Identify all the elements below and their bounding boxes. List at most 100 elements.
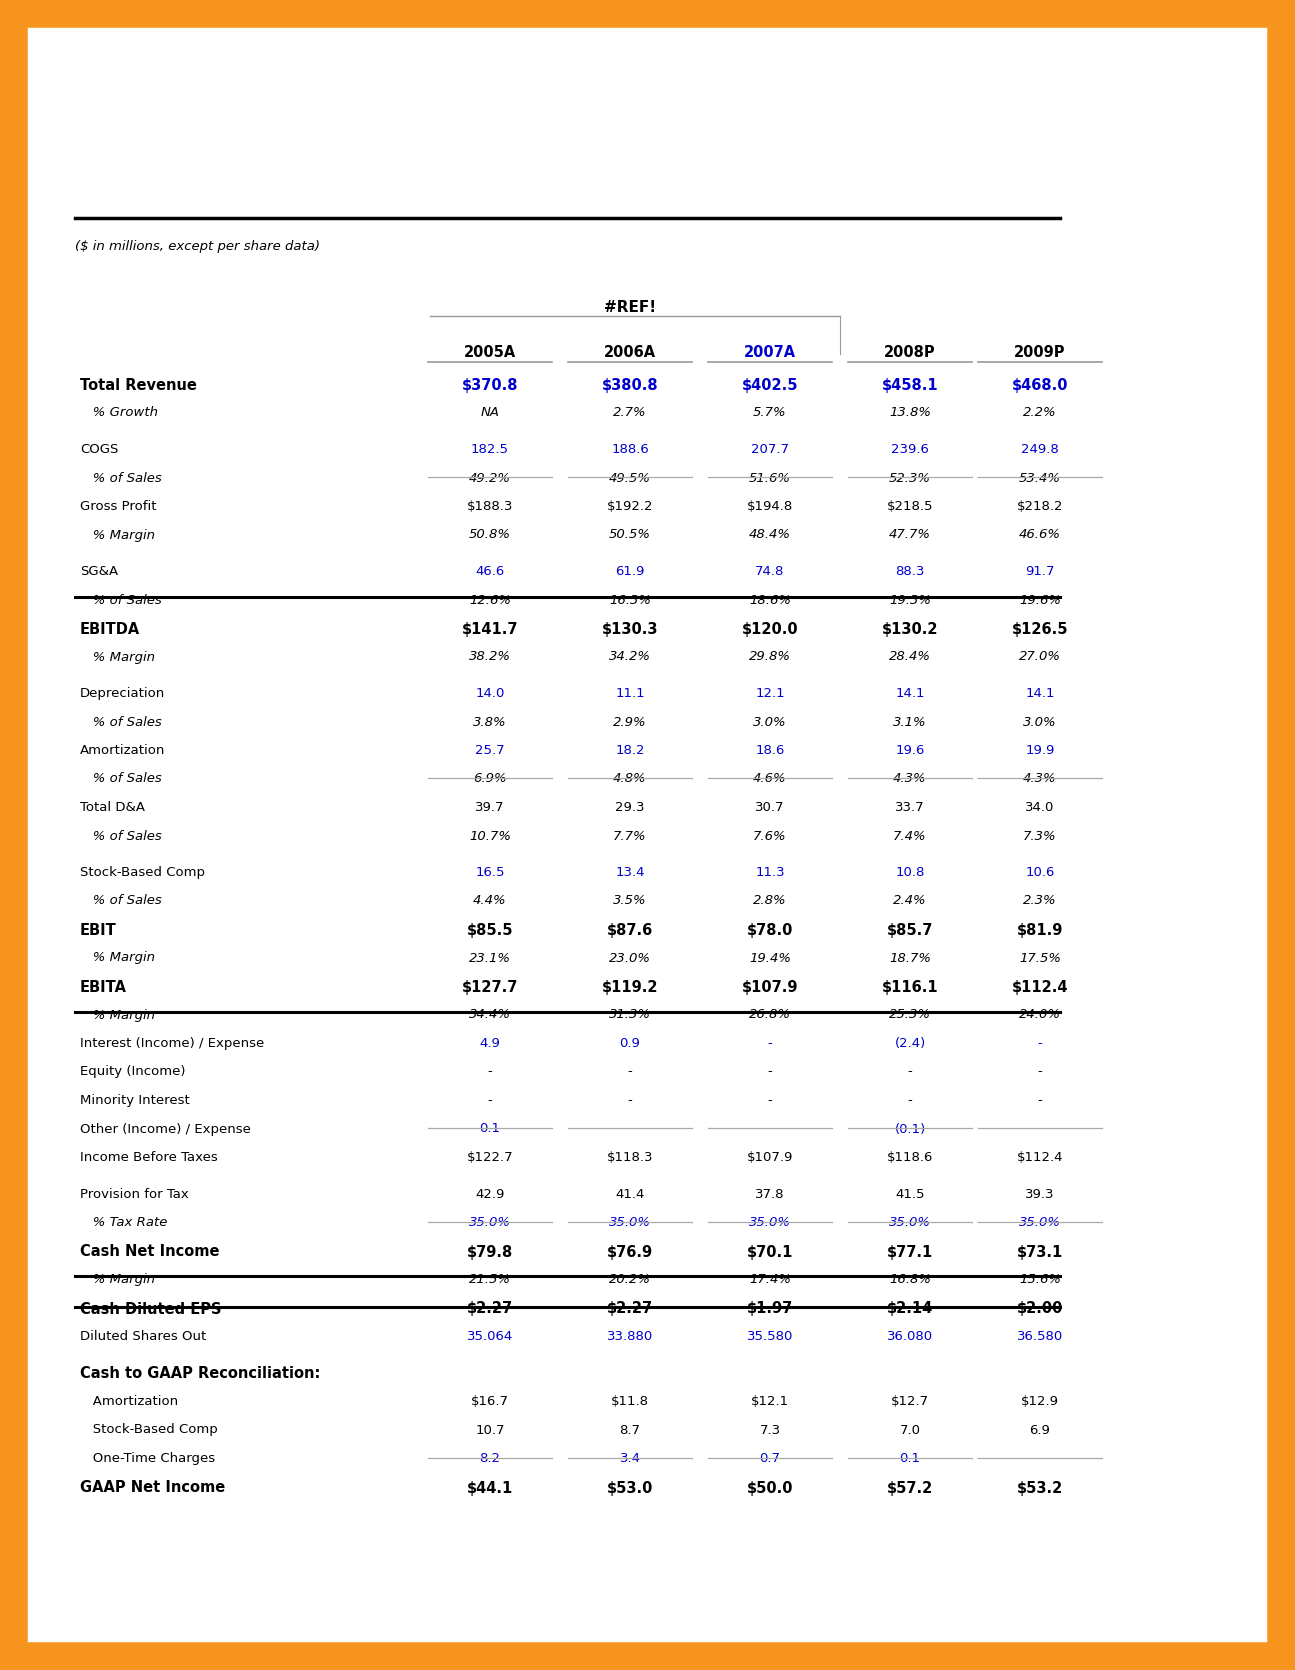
- Text: 25.7: 25.7: [475, 745, 505, 757]
- Text: % of Sales: % of Sales: [80, 830, 162, 842]
- Text: 35.0%: 35.0%: [749, 1216, 791, 1229]
- Text: % Margin: % Margin: [80, 1009, 155, 1022]
- Text: 20.2%: 20.2%: [609, 1273, 651, 1286]
- Text: 3.0%: 3.0%: [754, 715, 787, 728]
- Text: $218.2: $218.2: [1017, 499, 1063, 513]
- Text: 0.1: 0.1: [900, 1451, 921, 1465]
- Text: 182.5: 182.5: [471, 443, 509, 456]
- Text: Amortization: Amortization: [80, 745, 166, 757]
- Text: 35.580: 35.580: [747, 1329, 793, 1343]
- Text: 50.5%: 50.5%: [609, 528, 651, 541]
- Text: 74.8: 74.8: [755, 564, 785, 578]
- Text: 50.8%: 50.8%: [469, 528, 512, 541]
- Text: -: -: [768, 1122, 772, 1136]
- Text: (0.1): (0.1): [895, 1122, 926, 1136]
- Text: 7.3%: 7.3%: [1023, 830, 1057, 842]
- Text: 29.3: 29.3: [615, 802, 645, 813]
- Text: $85.7: $85.7: [887, 924, 934, 939]
- Text: 15.6%: 15.6%: [1019, 1273, 1061, 1286]
- Text: -: -: [1037, 1122, 1042, 1136]
- Text: 33.880: 33.880: [607, 1329, 653, 1343]
- Text: 35.064: 35.064: [467, 1329, 513, 1343]
- Text: GAAP Net Income: GAAP Net Income: [80, 1481, 225, 1496]
- Text: 10.8: 10.8: [895, 867, 925, 878]
- Text: $402.5: $402.5: [742, 377, 798, 392]
- Text: 35.0%: 35.0%: [469, 1216, 512, 1229]
- Text: $188.3: $188.3: [466, 499, 513, 513]
- Text: 24.0%: 24.0%: [1019, 1009, 1061, 1022]
- Text: 4.3%: 4.3%: [1023, 773, 1057, 785]
- Text: 34.2%: 34.2%: [609, 651, 651, 663]
- Text: 7.4%: 7.4%: [894, 830, 927, 842]
- Text: 2007A: 2007A: [743, 346, 796, 361]
- Text: Stock-Based Comp: Stock-Based Comp: [80, 867, 205, 878]
- Text: 8.7: 8.7: [619, 1423, 641, 1436]
- Text: $118.3: $118.3: [607, 1151, 653, 1164]
- Text: Equity (Income): Equity (Income): [80, 1065, 185, 1079]
- Text: 10.6: 10.6: [1026, 867, 1054, 878]
- Text: $16.7: $16.7: [471, 1394, 509, 1408]
- Text: NA: NA: [480, 406, 500, 419]
- Text: 46.6: 46.6: [475, 564, 505, 578]
- Text: 0.1: 0.1: [479, 1122, 500, 1136]
- Text: 17.5%: 17.5%: [1019, 952, 1061, 965]
- Text: SG&A: SG&A: [80, 564, 118, 578]
- Text: Cash Net Income: Cash Net Income: [80, 1244, 219, 1259]
- Text: % Margin: % Margin: [80, 528, 155, 541]
- Text: $2.27: $2.27: [467, 1301, 513, 1316]
- Text: 53.4%: 53.4%: [1019, 471, 1061, 484]
- Text: 14.1: 14.1: [1026, 686, 1054, 700]
- Text: 4.8%: 4.8%: [614, 773, 646, 785]
- Text: 2.3%: 2.3%: [1023, 895, 1057, 907]
- Text: 41.4: 41.4: [615, 1187, 645, 1201]
- Text: 25.3%: 25.3%: [888, 1009, 931, 1022]
- Text: $76.9: $76.9: [607, 1244, 653, 1259]
- Text: -: -: [768, 1094, 772, 1107]
- Text: 46.6%: 46.6%: [1019, 528, 1061, 541]
- Text: 249.8: 249.8: [1022, 443, 1059, 456]
- Text: $107.9: $107.9: [747, 1151, 793, 1164]
- Text: 61.9: 61.9: [615, 564, 645, 578]
- Text: % Growth: % Growth: [80, 406, 158, 419]
- Text: 17.4%: 17.4%: [749, 1273, 791, 1286]
- Text: -: -: [488, 1065, 492, 1079]
- Text: 11.1: 11.1: [615, 686, 645, 700]
- Text: 30.7: 30.7: [755, 802, 785, 813]
- Text: 23.0%: 23.0%: [609, 952, 651, 965]
- Text: -: -: [1037, 1451, 1042, 1465]
- Text: $194.8: $194.8: [747, 499, 793, 513]
- Text: 188.6: 188.6: [611, 443, 649, 456]
- Text: 29.8%: 29.8%: [749, 651, 791, 663]
- Text: % of Sales: % of Sales: [80, 471, 162, 484]
- Text: ($ in millions, except per share data): ($ in millions, except per share data): [75, 240, 320, 252]
- Text: 16.3%: 16.3%: [609, 593, 651, 606]
- Text: $126.5: $126.5: [1011, 621, 1068, 636]
- Text: 49.5%: 49.5%: [609, 471, 651, 484]
- Text: 28.4%: 28.4%: [888, 651, 931, 663]
- Text: $1.97: $1.97: [747, 1301, 793, 1316]
- Text: Depreciation: Depreciation: [80, 686, 166, 700]
- Text: $11.8: $11.8: [611, 1394, 649, 1408]
- Text: One-Time Charges: One-Time Charges: [80, 1451, 215, 1465]
- Text: 2009P: 2009P: [1014, 346, 1066, 361]
- Text: 11.3: 11.3: [755, 867, 785, 878]
- Text: 34.4%: 34.4%: [469, 1009, 512, 1022]
- Text: 27.0%: 27.0%: [1019, 651, 1061, 663]
- Text: 23.1%: 23.1%: [469, 952, 512, 965]
- Text: $112.4: $112.4: [1011, 980, 1068, 995]
- Text: $141.7: $141.7: [462, 621, 518, 636]
- Text: 4.6%: 4.6%: [754, 773, 787, 785]
- Text: $73.1: $73.1: [1017, 1244, 1063, 1259]
- Text: 13.4: 13.4: [615, 867, 645, 878]
- Text: $107.9: $107.9: [742, 980, 798, 995]
- Text: (2.4): (2.4): [895, 1037, 926, 1050]
- Text: -: -: [1037, 1037, 1042, 1050]
- Text: 16.5: 16.5: [475, 867, 505, 878]
- Text: 4.9: 4.9: [479, 1037, 500, 1050]
- Text: 3.4: 3.4: [619, 1451, 641, 1465]
- Text: #REF!: #REF!: [603, 301, 657, 316]
- Text: 16.8%: 16.8%: [888, 1273, 931, 1286]
- Text: $53.0: $53.0: [607, 1481, 653, 1496]
- Text: % of Sales: % of Sales: [80, 895, 162, 907]
- Text: $380.8: $380.8: [602, 377, 658, 392]
